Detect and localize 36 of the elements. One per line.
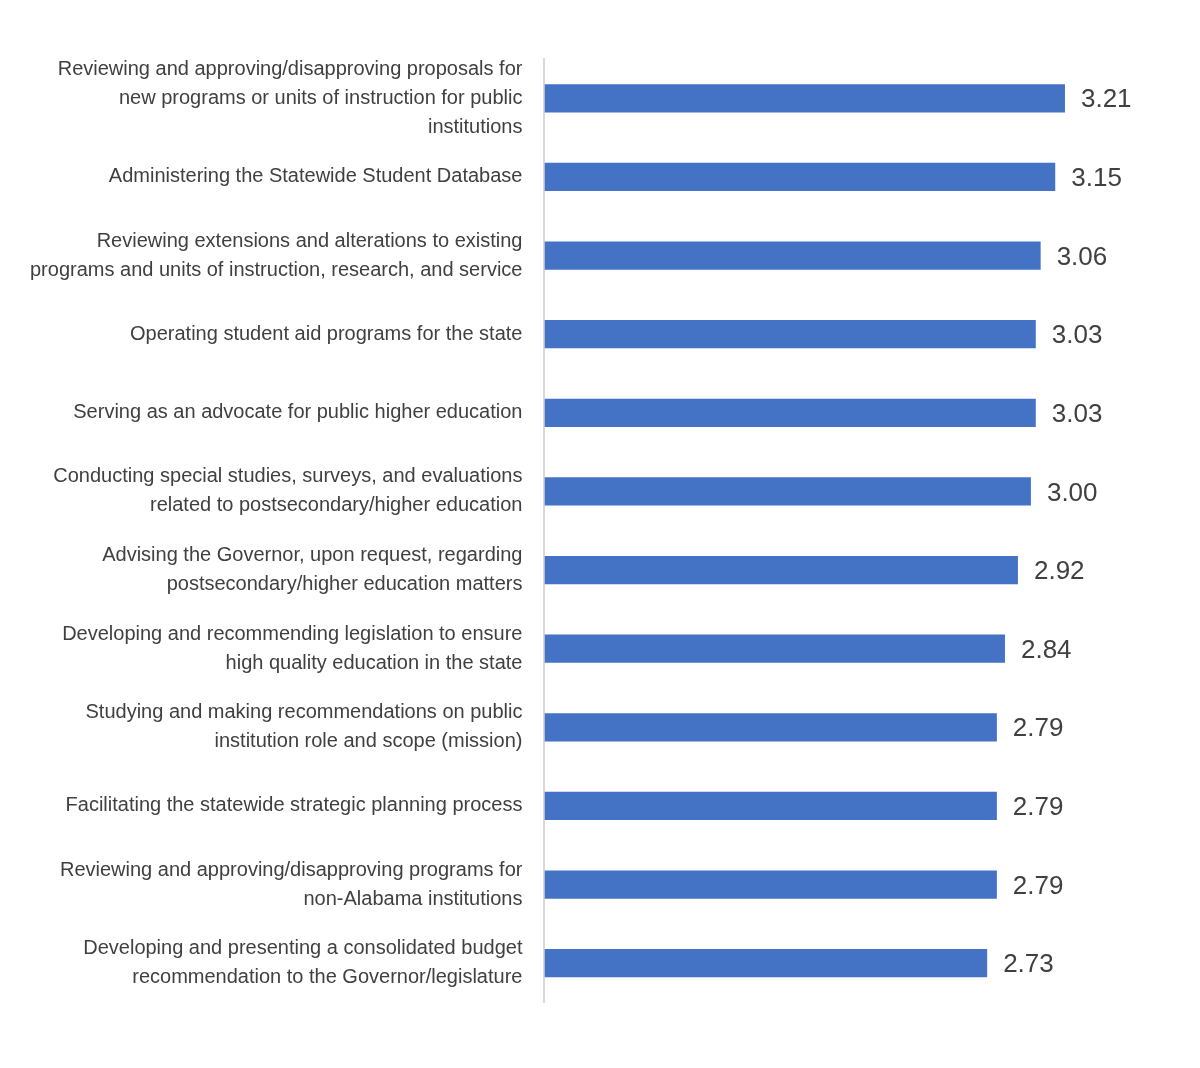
y-tick-label: Administering the Statewide Student Database <box>108 164 523 187</box>
data-label: 3.15 <box>1071 162 1122 193</box>
y-tick-label: Reviewing and approving/disapproving programs for non-Alabama institutions <box>59 857 523 909</box>
bar <box>544 398 1036 427</box>
data-label: 2.73 <box>1003 948 1054 979</box>
bar <box>544 477 1031 506</box>
y-tick-label: Reviewing and approving/disapproving proposals for new programs or units of instruction for public institutions <box>57 56 523 137</box>
y-tick-label: Studying and making recommendations on public institution role and scope (mission) <box>85 700 523 752</box>
y-tick-label: Developing and recommending legislation to ensure high quality education in the state <box>62 621 523 673</box>
y-tick-label: Developing and presenting a consolidated budget recommendation to the Governor/legislature <box>83 936 523 988</box>
data-label: 2.79 <box>1012 791 1064 822</box>
data-label: 3.03 <box>1051 397 1103 428</box>
y-tick-label: Advising the Governor, upon request, regarding postsecondary/higher education matters <box>102 543 523 595</box>
data-label: 2.92 <box>1033 555 1085 586</box>
bar <box>544 320 1036 349</box>
bar <box>544 162 1056 192</box>
data-label: 2.84 <box>1020 633 1072 664</box>
bar <box>544 870 997 899</box>
bar <box>544 555 1018 585</box>
data-label: 3.21 <box>1080 83 1132 114</box>
y-tick-label: Serving as an advocate for public higher education <box>73 400 523 423</box>
y-tick-label: Conducting special studies, surveys, and evaluations related to postsecondary/higher education <box>53 464 523 516</box>
bar <box>544 84 1065 113</box>
bar <box>544 949 988 978</box>
bar <box>544 713 997 742</box>
bar <box>544 241 1041 270</box>
y-tick-label: Reviewing extensions and alterations to existing programs and units of instruction, research, and service <box>29 228 523 280</box>
data-label: 3.00 <box>1046 476 1098 507</box>
data-label: 3.06 <box>1056 240 1108 271</box>
data-label: 2.79 <box>1012 712 1064 743</box>
y-tick-label: Operating student aid programs for the state <box>130 321 523 344</box>
bar <box>544 634 1005 663</box>
y-tick-label: Facilitating the statewide strategic planning process <box>65 793 523 816</box>
data-label: 3.03 <box>1051 319 1103 350</box>
data-label: 2.79 <box>1012 869 1064 900</box>
bar <box>544 791 997 821</box>
